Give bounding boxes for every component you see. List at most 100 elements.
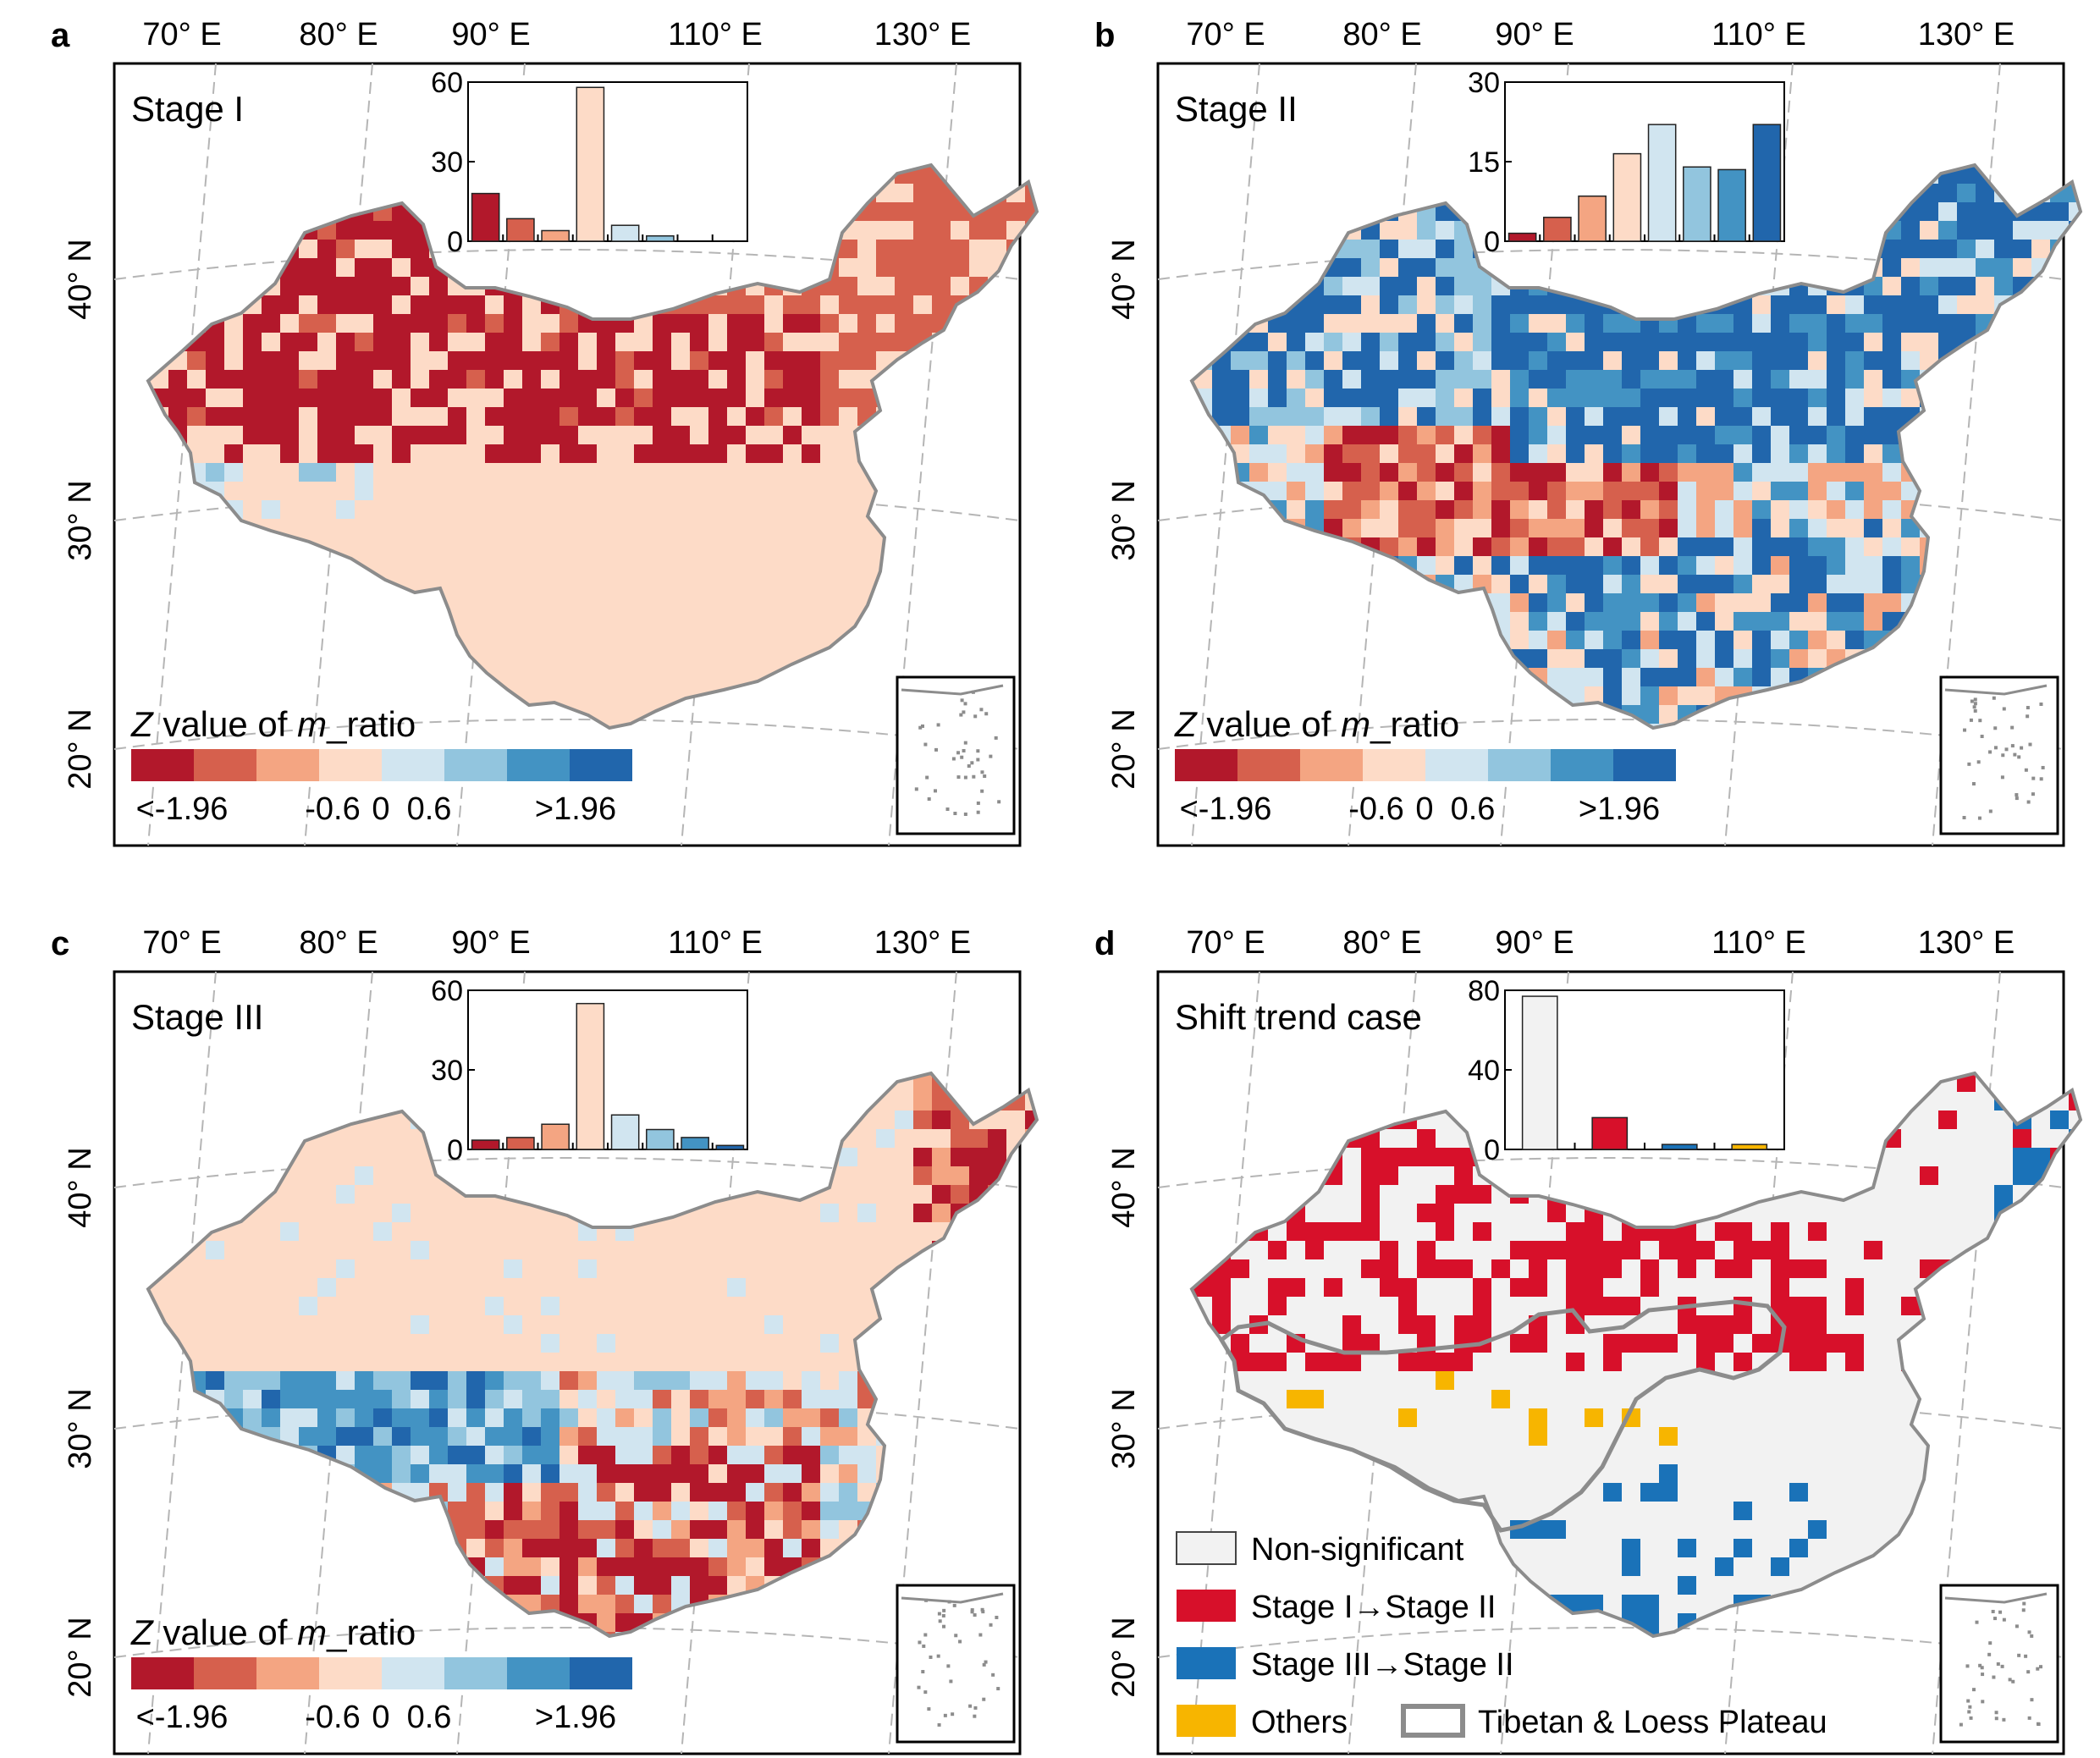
latitude-label: 40° N <box>63 1147 98 1227</box>
panel-letter: d <box>1094 925 1115 962</box>
colorbar-tick-label: >1.96 <box>1579 791 1660 827</box>
colorbar-tick-label: -0.6 <box>305 791 360 827</box>
inset-bar <box>1612 152 1642 242</box>
latitude-label: 40° N <box>1106 239 1142 319</box>
inset-bar <box>610 1114 640 1150</box>
colorbar-swatch <box>1488 749 1551 781</box>
colorbar-swatch <box>194 1657 256 1689</box>
panel-title: Stage I <box>131 89 244 129</box>
colorbar-tick-label: -0.6 <box>305 1700 360 1735</box>
inset-bar <box>1578 195 1607 242</box>
inset-bar <box>506 1137 535 1150</box>
inset-bar-chart: 0 15 30 <box>1468 67 1785 258</box>
colorbar-title: Z value of m_ratio <box>1174 704 1459 744</box>
colorbar-swatch <box>1425 749 1488 781</box>
longitude-label: 110° E <box>1711 925 1806 961</box>
latitude-label: 20° N <box>63 708 98 789</box>
latitude-label: 40° N <box>1106 1147 1142 1227</box>
colorbar-tick-label: 0 <box>372 791 389 827</box>
colorbar-swatch <box>194 749 256 781</box>
inset-bar <box>610 224 640 242</box>
colorbar-swatch <box>570 1657 632 1689</box>
longitude-label: 80° E <box>299 17 378 52</box>
longitude-label: 130° E <box>1918 17 2015 52</box>
colorbar-swatch <box>444 1657 507 1689</box>
south-china-sea-inset <box>896 1584 1016 1744</box>
colorbar-swatch <box>1237 749 1300 781</box>
longitude-label: 130° E <box>874 17 972 52</box>
inset-ytick-label: 40 <box>1468 1055 1500 1087</box>
colorbar-swatch <box>319 1657 382 1689</box>
inset-bar <box>1507 232 1537 242</box>
colorbar-swatch <box>507 1657 570 1689</box>
colorbar-swatch <box>319 749 382 781</box>
latitude-label: 20° N <box>63 1617 98 1697</box>
inset-ytick-label: 0 <box>1484 1134 1500 1166</box>
longitude-label: 110° E <box>668 17 763 52</box>
legend-swatch <box>1177 1647 1236 1679</box>
legend-label: Stage I→Stage II <box>1251 1590 1496 1625</box>
inset-bar <box>1661 1144 1698 1150</box>
latitude-label: 20° N <box>1106 708 1142 789</box>
inset-ytick-label: 0 <box>1484 226 1500 258</box>
latitude-label: 20° N <box>1106 1617 1142 1697</box>
legend-swatch <box>1176 1531 1237 1565</box>
inset-bar <box>1683 166 1711 242</box>
inset-ytick-label: 30 <box>1468 67 1500 99</box>
latitude-label: 30° N <box>1106 1388 1142 1469</box>
inset-bar-chart: 0 30 60 <box>431 975 748 1166</box>
inset-ytick-label: 30 <box>431 1055 463 1087</box>
colorbar-legend: Z value of m_ratio <-1.96 -0.6 0 0.6 >1.96 <box>1174 704 1676 827</box>
inset-bar <box>541 229 570 242</box>
inset-bar <box>471 1139 500 1150</box>
colorbar-tick-label: -0.6 <box>1348 791 1403 827</box>
inset-bar <box>1717 168 1746 242</box>
legend-label: Others <box>1251 1705 1348 1740</box>
longitude-label: 80° E <box>299 925 378 961</box>
legend-swatch <box>1177 1590 1236 1622</box>
inset-ytick-label: 60 <box>431 67 463 99</box>
colorbar-swatch <box>1300 749 1363 781</box>
panel-title: Stage III <box>131 997 263 1037</box>
colorbar-title: Z value of m_ratio <box>130 704 416 744</box>
inset-bar <box>506 218 535 242</box>
inset-bar-chart: 0 40 80 <box>1468 975 1785 1166</box>
colorbar-swatch <box>382 1657 444 1689</box>
panel-letter: c <box>51 925 69 962</box>
longitude-label: 130° E <box>874 925 972 961</box>
legend-label: Non-significant <box>1251 1532 1464 1568</box>
colorbar-tick-label: <-1.96 <box>1180 791 1272 827</box>
longitude-label: 80° E <box>1342 17 1421 52</box>
longitude-label: 70° E <box>142 17 221 52</box>
colorbar-title: Z value of m_ratio <box>130 1612 416 1652</box>
panel-title: Stage II <box>1175 89 1298 129</box>
inset-bar <box>471 192 500 242</box>
south-china-sea-inset <box>1939 1584 2059 1744</box>
inset-bar <box>715 1144 745 1150</box>
colorbar-swatch <box>444 749 507 781</box>
panel-title: Shift trend case <box>1175 997 1422 1037</box>
colorbar-tick-label: >1.96 <box>535 1700 616 1735</box>
longitude-label: 90° E <box>451 17 530 52</box>
colorbar-swatch <box>382 749 444 781</box>
longitude-label: 70° E <box>1186 925 1265 961</box>
colorbar-tick-label: 0 <box>1415 791 1433 827</box>
inset-ytick-label: 0 <box>447 226 463 258</box>
colorbar-swatch <box>507 749 570 781</box>
colorbar-tick-label: <-1.96 <box>136 791 229 827</box>
inset-bar <box>1647 124 1677 242</box>
longitude-label: 110° E <box>668 925 763 961</box>
latitude-label: 30° N <box>63 480 98 560</box>
latitude-label: 40° N <box>63 239 98 319</box>
colorbar-swatch <box>1551 749 1613 781</box>
colorbar-swatch <box>1613 749 1676 781</box>
inset-bar-chart: 0 30 60 <box>431 67 748 258</box>
panel-d: d 70° E 80° E 90° E 110° E 130° E 40° N 30° N 20… <box>1094 925 2082 1755</box>
inset-ytick-label: 0 <box>447 1134 463 1166</box>
inset-ytick-label: 30 <box>431 146 463 179</box>
inset-bar <box>1521 995 1558 1150</box>
inset-bar <box>1752 124 1782 242</box>
longitude-label: 90° E <box>451 925 530 961</box>
colorbar-legend: Z value of m_ratio <-1.96 -0.6 0 0.6 >1.96 <box>130 704 632 827</box>
longitude-label: 90° E <box>1495 17 1574 52</box>
